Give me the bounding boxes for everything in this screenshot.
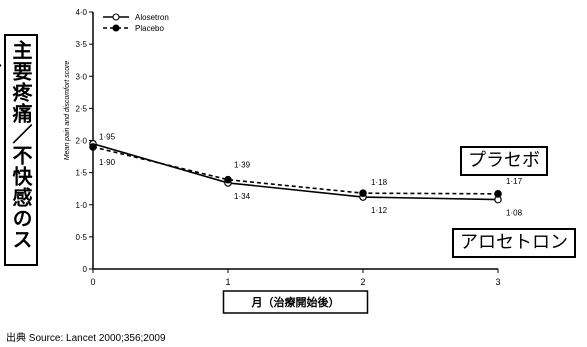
side-label-box: 主要疼痛／不快感のスコア xyxy=(0,34,38,266)
alosetron-callout: アロセトロン xyxy=(452,228,576,258)
y-tick-label: 2·0 xyxy=(75,137,87,146)
x-tick-label: 1 xyxy=(225,277,230,287)
y-tick-label: 1·0 xyxy=(75,201,87,210)
source-citation: 出典 Source: Lancet 2000;356;2009 xyxy=(6,333,166,344)
x-tick-label: 0 xyxy=(90,277,95,287)
side-label: 主要疼痛／不快感のスコア xyxy=(0,40,33,250)
legend-marker xyxy=(112,13,120,21)
y-tick-label: 2·5 xyxy=(75,104,87,113)
data-point-placebo xyxy=(359,189,367,197)
x-tick-label: 3 xyxy=(495,277,500,287)
data-label-placebo: 1·18 xyxy=(371,178,388,187)
y-tick-label: 4·0 xyxy=(75,8,87,17)
data-point-placebo xyxy=(89,143,97,151)
data-point-placebo xyxy=(224,175,232,184)
legend-label: Alosetron xyxy=(135,13,169,22)
y-tick-label: 0·5 xyxy=(75,233,87,242)
series-line-alosetron xyxy=(92,142,499,201)
data-label-placebo: 1·17 xyxy=(506,177,523,186)
data-label-placebo: 1·39 xyxy=(234,161,251,170)
series-line-placebo xyxy=(92,146,499,195)
data-point-placebo xyxy=(494,190,502,198)
y-tick-label: 1·5 xyxy=(75,169,87,178)
x-tick-label: 2 xyxy=(360,277,365,287)
x-axis-title: 月（治療開始後） xyxy=(251,295,340,309)
data-label-alosetron: 1·34 xyxy=(234,192,251,201)
legend-label: Placebo xyxy=(135,24,164,33)
y-tick-label: 0 xyxy=(83,265,88,274)
placebo-callout: プラセボ xyxy=(460,146,548,176)
data-label-alosetron: 1·12 xyxy=(371,206,388,215)
y-axis-title: Mean pain and discomfort score xyxy=(64,61,71,161)
y-tick-label: 3·5 xyxy=(75,40,87,49)
data-label-placebo: 1·90 xyxy=(99,158,116,167)
y-tick-label: 3·0 xyxy=(75,72,87,81)
legend-marker xyxy=(112,24,120,32)
data-label-alosetron: 1·08 xyxy=(506,209,523,218)
x-axis-title-box xyxy=(222,290,369,314)
data-label-alosetron: 1·95 xyxy=(99,133,116,142)
